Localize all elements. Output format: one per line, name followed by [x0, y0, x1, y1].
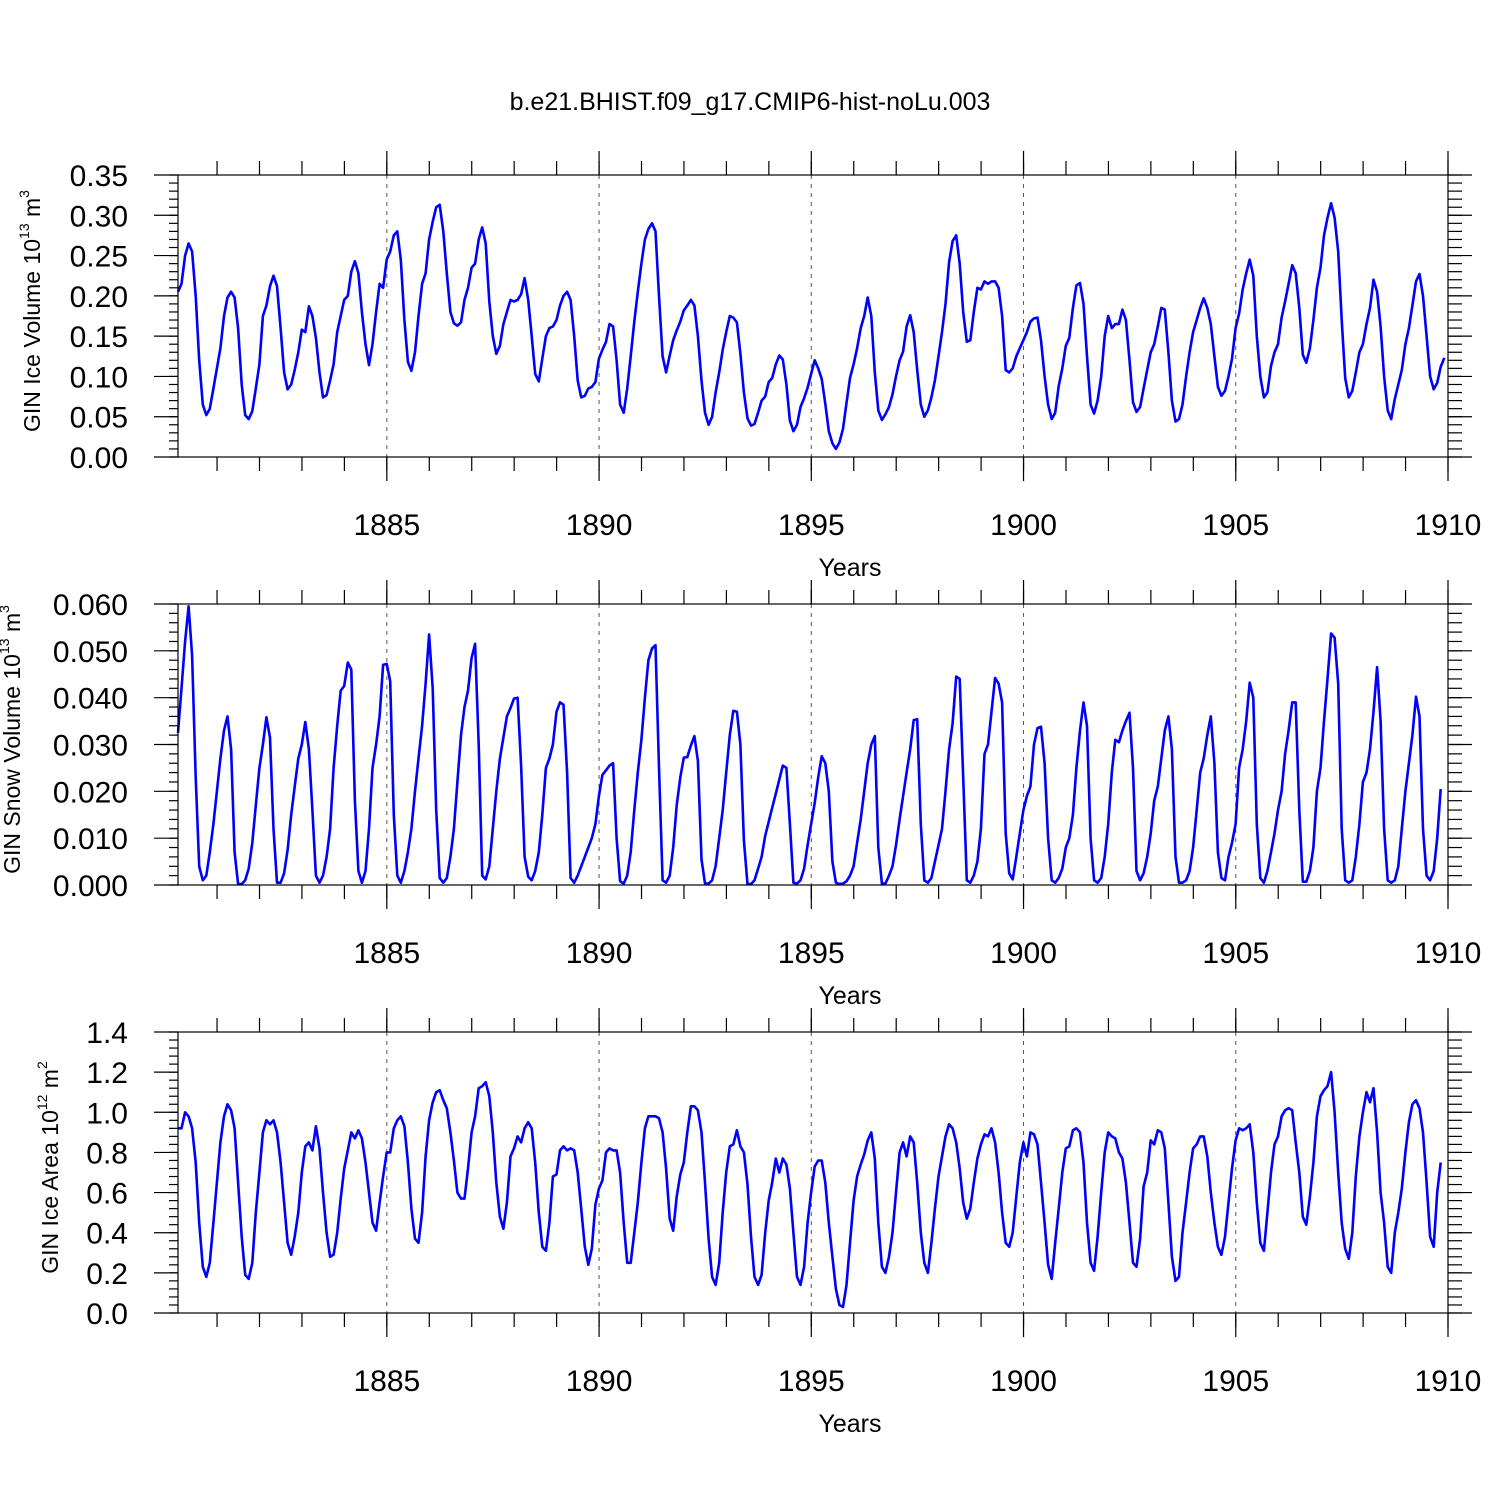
snow-volume-plot-frame — [177, 603, 1449, 886]
snow-volume-xtick-label: 1910 — [1415, 937, 1482, 970]
snow-volume-ytick-label: 0.010 — [53, 823, 128, 856]
ice-area-ytick-label: 1.2 — [86, 1057, 128, 1090]
ice-volume-xtick-label: 1905 — [1202, 509, 1269, 542]
snow-volume-panel: 0.000 0.010 0.020 0.030 0.040 0.050 0.060 1885… — [0, 580, 1481, 1010]
ice-volume-ytick-label: 0.30 — [70, 200, 128, 233]
ice-area-xtick-label: 1910 — [1415, 1365, 1482, 1398]
ice-area-xtick-label: 1885 — [353, 1365, 420, 1398]
snow-volume-xtick-label: 1885 — [353, 937, 420, 970]
snow-volume-xtick-label: 1890 — [566, 937, 633, 970]
snow-volume-x-axis-label: Years — [818, 982, 881, 1010]
snow-volume-y-axis-label: GIN Snow Volume 1013 m3 — [0, 605, 25, 874]
ice-area-ytick-label: 0.0 — [86, 1298, 128, 1331]
snow-volume-xtick-label: 1895 — [778, 937, 845, 970]
ice-volume-ytick-label: 0.15 — [70, 321, 128, 354]
ice-volume-xtick-label: 1900 — [990, 509, 1057, 542]
ice-area-ytick-label: 0.6 — [86, 1178, 128, 1211]
ice-area-xtick-label: 1890 — [566, 1365, 633, 1398]
ice-volume-ytick-label: 0.25 — [70, 241, 128, 274]
ice-area-x-axis-label: Years — [818, 1410, 881, 1438]
snow-volume-ytick-label: 0.020 — [53, 776, 128, 809]
ice-area-xtick-label: 1905 — [1202, 1365, 1269, 1398]
ice-volume-xtick-label: 1890 — [566, 509, 633, 542]
ice-volume-xtick-label: 1895 — [778, 509, 845, 542]
ice-volume-ytick-label: 0.35 — [70, 160, 128, 193]
snow-volume-ytick-label: 0.030 — [53, 730, 128, 763]
ice-area-ytick-label: 0.4 — [86, 1218, 128, 1251]
snow-volume-xtick-label: 1900 — [990, 937, 1057, 970]
ice-volume-y-axis-label: GIN Ice Volume 1013 m3 — [16, 190, 45, 432]
snow-volume-line — [176, 605, 1442, 886]
ice-area-plot-frame — [177, 1031, 1449, 1314]
ice-volume-ytick-label: 0.00 — [70, 442, 128, 475]
ice-volume-ytick-label: 0.05 — [70, 402, 128, 435]
ice-area-ytick-label: 1.4 — [86, 1017, 128, 1050]
ice-area-y-axis-label: GIN Ice Area 1012 m2 — [34, 1061, 63, 1274]
snow-volume-ytick-label: 0.000 — [53, 870, 128, 903]
ice-volume-ytick-label: 0.10 — [70, 361, 128, 394]
figure-title: b.e21.BHIST.f09_g17.CMIP6-hist-noLu.003 — [510, 88, 991, 116]
ice-area-panel: 0.0 0.2 0.4 0.6 0.8 1.0 1.2 1.4 1885 1890 1895 190… — [34, 1008, 1481, 1438]
snow-volume-ytick-label: 0.060 — [53, 589, 128, 622]
ice-volume-panel: 0.00 0.05 0.10 0.15 0.20 0.25 0.30 0.35 1885 189… — [16, 151, 1481, 582]
ice-volume-xtick-label: 1910 — [1415, 509, 1482, 542]
snow-volume-ytick-label: 0.050 — [53, 636, 128, 669]
ice-volume-plot-frame — [177, 174, 1449, 458]
ice-area-line — [178, 1070, 1442, 1309]
ice-area-ytick-label: 0.2 — [86, 1258, 128, 1291]
ice-area-xtick-label: 1900 — [990, 1365, 1057, 1398]
ice-area-ytick-label: 1.0 — [86, 1097, 128, 1130]
ice-area-xtick-label: 1895 — [778, 1365, 845, 1398]
ice-area-ytick-label: 0.8 — [86, 1137, 128, 1170]
ice-volume-line — [176, 201, 1446, 451]
ice-volume-ytick-label: 0.20 — [70, 281, 128, 314]
snow-volume-xtick-label: 1905 — [1202, 937, 1269, 970]
ice-volume-xtick-label: 1885 — [353, 509, 420, 542]
ice-volume-x-axis-label: Years — [818, 554, 881, 582]
snow-volume-ytick-label: 0.040 — [53, 683, 128, 716]
